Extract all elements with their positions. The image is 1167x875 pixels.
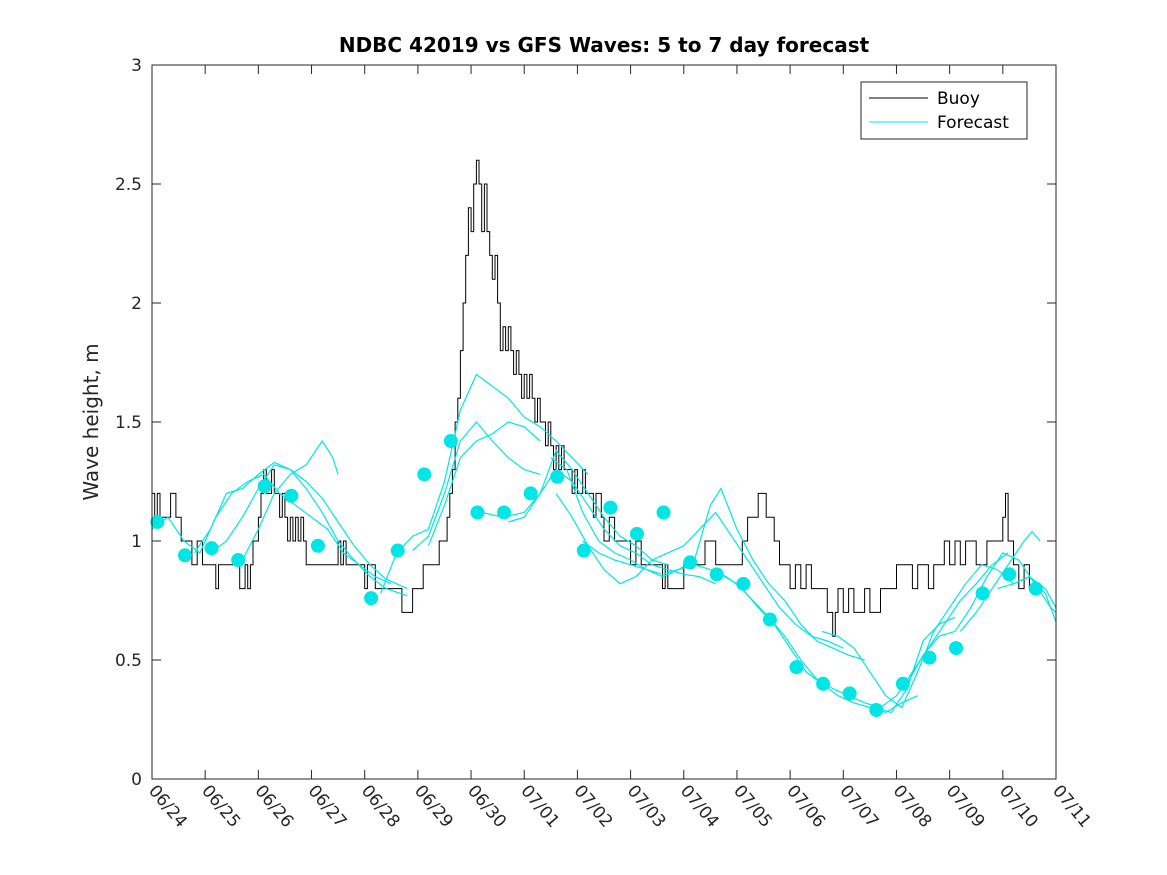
forecast-marker [762, 612, 777, 627]
forecast-marker [709, 567, 724, 582]
y-tick-label: 3 [131, 56, 142, 76]
forecast-marker [443, 434, 458, 449]
forecast-line-11 [555, 493, 844, 649]
forecast-marker [789, 660, 804, 675]
forecast-marker [284, 488, 299, 503]
forecast-marker [1002, 567, 1017, 582]
forecast-line-9 [508, 449, 668, 566]
y-tick-label: 1 [131, 532, 142, 552]
forecast-marker [603, 500, 618, 515]
forecast-line-8 [481, 468, 716, 585]
forecast-line-1 [151, 473, 392, 585]
forecast-marker [656, 505, 671, 520]
forecast-marker [683, 555, 698, 570]
y-tick-labels: 0 0.5 1 1.5 2 2.5 3 [115, 56, 142, 790]
forecast-marker [150, 514, 165, 529]
forecast-marker [869, 702, 884, 717]
forecast-marker [550, 469, 565, 484]
forecast-markers [150, 434, 1043, 717]
forecast-marker [177, 548, 192, 563]
forecast-marker [497, 505, 512, 520]
forecast-series [151, 373, 1057, 714]
forecast-marker [470, 505, 485, 520]
forecast-line-6 [412, 421, 541, 551]
forecast-line-7 [427, 421, 541, 547]
forecast-marker [816, 676, 831, 691]
chart-title: NDBC 42019 vs GFS Waves: 5 to 7 day fore… [339, 33, 870, 57]
y-tick-label: 0 [131, 770, 142, 790]
y-tick-label: 1.5 [115, 413, 142, 433]
y-tick-label: 0.5 [115, 651, 142, 671]
forecast-marker [895, 676, 910, 691]
y-tick-label: 2.5 [115, 175, 142, 195]
legend: Buoy Forecast [860, 81, 1028, 140]
forecast-marker [975, 586, 990, 601]
forecast-marker [576, 543, 591, 558]
forecast-marker [417, 467, 432, 482]
forecast-marker [922, 650, 937, 665]
forecast-marker [629, 526, 644, 541]
forecast-marker [736, 576, 751, 591]
forecast-marker [842, 686, 857, 701]
forecast-line-2 [194, 461, 408, 597]
forecast-line-3 [210, 464, 408, 590]
forecast-marker [1028, 581, 1043, 596]
buoy-line [152, 159, 1040, 637]
forecast-marker [523, 486, 538, 501]
forecast-marker [390, 543, 405, 558]
plot-frame [151, 64, 1057, 780]
forecast-line-5 [380, 373, 589, 594]
forecast-marker [310, 538, 325, 553]
y-tick-label: 2 [131, 294, 142, 314]
forecast-marker [204, 541, 219, 556]
buoy-series [152, 159, 1040, 637]
tick-marks [151, 64, 1057, 780]
forecast-line-17 [959, 530, 1041, 632]
forecast-line-15 [875, 616, 956, 714]
forecast-marker [231, 553, 246, 568]
legend-box [860, 81, 1028, 140]
forecast-line-10 [550, 457, 865, 661]
y-axis-label: Wave height, m [79, 343, 103, 500]
forecast-marker [364, 591, 379, 606]
forecast-marker [257, 479, 272, 494]
forecast-marker [949, 641, 964, 656]
forecast-line-18 [997, 575, 1057, 623]
forecast-line-4 [241, 439, 339, 561]
legend-buoy-label: Buoy [937, 89, 980, 109]
legend-forecast-label: Forecast [937, 113, 1009, 133]
